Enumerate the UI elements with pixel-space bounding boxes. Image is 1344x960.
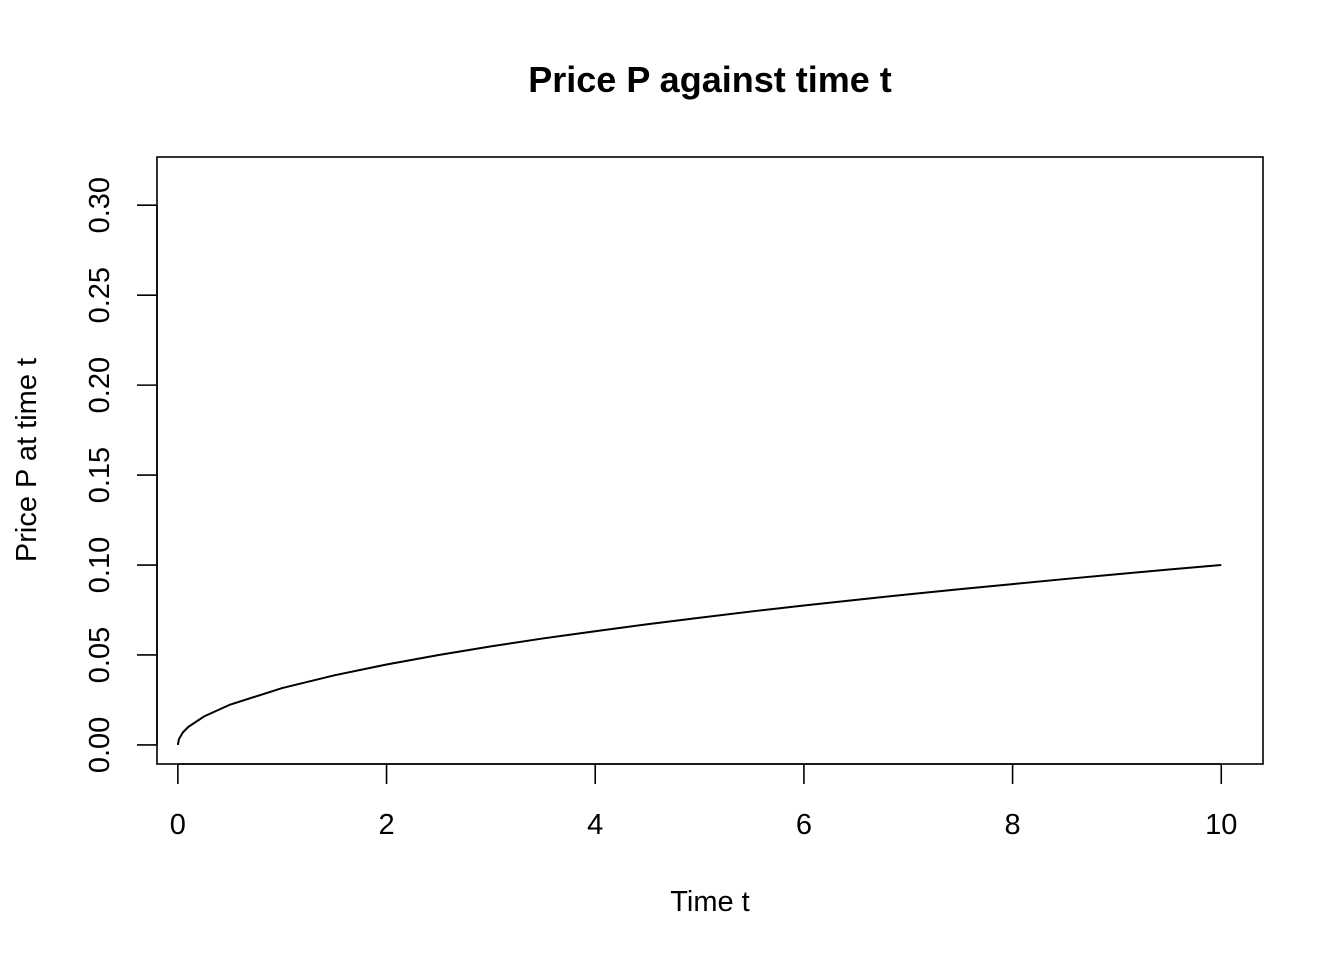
x-tick-label: 8 [1005,809,1021,841]
y-axis-label: Price P at time t [11,358,43,562]
y-axis: 0.00 0.05 0.10 0.15 0.20 0.25 0.30 [84,177,158,773]
y-tick-label: 0.25 [84,267,116,323]
plot-frame [156,156,1264,765]
y-tick-label: 0.20 [84,357,116,413]
x-axis: 0 2 4 6 8 10 [170,763,1237,841]
y-tick-label: 0.30 [84,177,116,233]
x-tick-label: 4 [587,809,603,841]
y-tick-label: 0.15 [84,447,116,503]
x-tick-label: 2 [378,809,394,841]
series-line [176,564,1222,746]
x-tick-label: 10 [1205,809,1237,841]
x-axis-label: Time t [670,886,749,918]
y-tick-label: 0.05 [84,627,116,683]
y-tick-label: 0.00 [84,717,116,773]
chart-title: Price P against time t [528,59,891,100]
x-tick-label: 6 [796,809,812,841]
x-tick-label: 0 [170,809,186,841]
y-tick-label: 0.10 [84,537,116,593]
